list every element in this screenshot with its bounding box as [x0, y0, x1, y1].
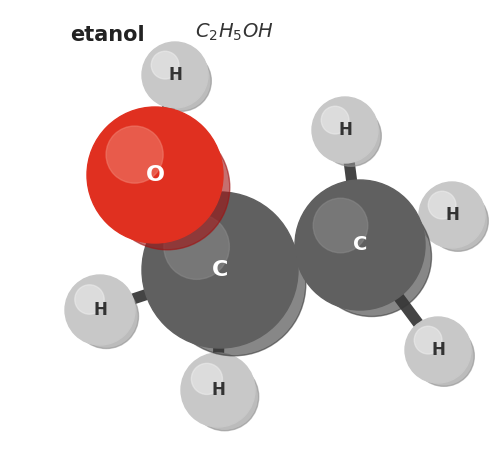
Text: H: H — [431, 341, 445, 359]
Circle shape — [405, 317, 471, 383]
Circle shape — [321, 106, 349, 134]
Circle shape — [312, 97, 378, 163]
Text: $\it{C}$$_{2}$$\it{H}$$_{5}$$\it{OH}$: $\it{C}$$_{2}$$\it{H}$$_{5}$$\it{OH}$ — [195, 22, 274, 43]
Text: H: H — [338, 121, 352, 139]
Circle shape — [104, 125, 230, 250]
Text: H: H — [93, 301, 107, 319]
Circle shape — [151, 51, 179, 79]
Text: C: C — [353, 236, 367, 255]
Circle shape — [75, 285, 104, 314]
Text: etanol: etanol — [70, 25, 144, 45]
Circle shape — [414, 326, 442, 354]
Circle shape — [65, 275, 135, 345]
Circle shape — [181, 353, 255, 427]
Circle shape — [142, 42, 208, 108]
Circle shape — [164, 214, 230, 280]
Circle shape — [190, 363, 258, 431]
Circle shape — [428, 191, 488, 251]
Circle shape — [87, 107, 223, 243]
Circle shape — [162, 212, 306, 356]
Text: C: C — [212, 260, 228, 280]
Circle shape — [428, 191, 456, 219]
Circle shape — [414, 326, 474, 386]
Circle shape — [313, 198, 368, 253]
Circle shape — [74, 284, 138, 348]
Circle shape — [295, 180, 425, 310]
Circle shape — [312, 197, 432, 316]
Text: H: H — [211, 381, 225, 399]
Circle shape — [106, 126, 163, 183]
Circle shape — [419, 182, 485, 248]
Text: H: H — [168, 66, 182, 84]
Circle shape — [320, 106, 382, 166]
Text: O: O — [146, 165, 165, 185]
Text: H: H — [445, 206, 459, 224]
Circle shape — [142, 192, 298, 348]
Circle shape — [150, 50, 212, 111]
Circle shape — [192, 363, 222, 395]
